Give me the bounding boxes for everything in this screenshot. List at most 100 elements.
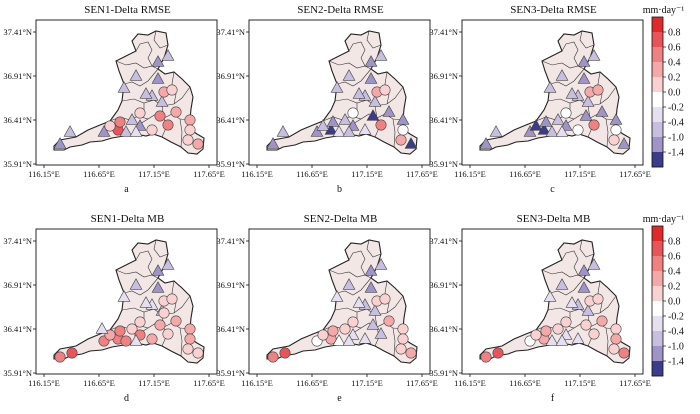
- colorbar-unit: mm·day⁻¹: [643, 5, 685, 16]
- station-triangle: [366, 318, 380, 330]
- station-triangle: [139, 296, 153, 308]
- station-triangle: [581, 95, 595, 107]
- station-triangle: [587, 49, 601, 61]
- y-tick-label: 35.91°N: [3, 159, 32, 169]
- colorbar-segment: [652, 92, 663, 108]
- y-tick-label: 35.91°N: [216, 368, 245, 378]
- map-panel-e: SEN2-Delta MB 37.41°N 36.91°N 36.41°N 35.91°…: [216, 213, 438, 404]
- subbasin-boundary: [579, 239, 595, 258]
- colorbar-segment: [652, 301, 663, 317]
- panel-title: SEN3-Delta MB: [517, 213, 591, 225]
- station-triangle: [342, 278, 356, 290]
- basin-group: [266, 30, 418, 155]
- station-circle: [66, 347, 78, 359]
- station-triangle: [161, 258, 175, 270]
- station-triangle: [396, 113, 410, 125]
- station-triangle: [129, 69, 143, 81]
- station-circle: [560, 316, 572, 328]
- x-tick-label: 116.65°E: [83, 378, 115, 388]
- station-triangle: [119, 125, 133, 137]
- station-triangle: [368, 95, 382, 107]
- colorbar-segment: [652, 17, 663, 33]
- station-circle: [540, 325, 552, 337]
- station-circle: [592, 84, 604, 96]
- station-circle: [608, 134, 620, 146]
- subbasin-boundary: [153, 239, 169, 258]
- subbasin-boundary: [392, 118, 396, 148]
- colorbar-segment: [652, 62, 663, 78]
- station-circle: [126, 323, 138, 335]
- subbasin-boundary: [348, 250, 366, 276]
- station-triangle: [117, 81, 131, 93]
- station-triangle: [539, 115, 553, 127]
- y-tick-label: 36.41°N: [3, 115, 32, 125]
- x-tick-label: 117.65°E: [406, 378, 438, 388]
- colorbar-tick-label: 0.0: [668, 88, 681, 99]
- station-triangle: [310, 125, 324, 137]
- station-triangle: [545, 125, 559, 137]
- subbasin-boundary: [153, 30, 169, 49]
- station-circle: [608, 343, 620, 355]
- colorbar-tick-label: -0.4: [668, 118, 684, 129]
- station-triangle: [579, 109, 593, 121]
- station-circle: [134, 107, 146, 119]
- station-circle: [610, 323, 622, 335]
- station-circle: [596, 315, 608, 327]
- station-circle: [162, 119, 174, 131]
- colorbar: mm·day⁻¹ 0.8 0.6 0.4 0.2 0.0 -0.2 -0.4 -1.0 -1.4: [643, 5, 685, 168]
- colorbar-tick-label: -0.2: [668, 103, 684, 114]
- panel-label: c: [550, 184, 555, 195]
- station-triangle: [577, 281, 591, 293]
- station-triangle: [523, 125, 537, 137]
- basin-group: [479, 239, 631, 364]
- colorbar-tick-label: -1.0: [668, 342, 684, 353]
- y-tick-label: 37.41°N: [429, 27, 458, 37]
- basin-group: [479, 30, 631, 155]
- station-triangle: [326, 115, 340, 127]
- x-tick-label: 116.65°E: [83, 169, 115, 179]
- colorbar-tick-label: 0.6: [668, 43, 681, 54]
- station-circle: [592, 293, 604, 305]
- colorbar-segment: [652, 152, 663, 168]
- station-triangle: [276, 125, 290, 137]
- subbasin-boundary: [179, 327, 183, 357]
- station-triangle: [151, 264, 165, 276]
- station-triangle: [151, 281, 165, 293]
- station-circle: [375, 119, 387, 131]
- y-tick-label: 35.91°N: [429, 368, 458, 378]
- station-triangle: [161, 49, 175, 61]
- y-tick-label: 37.41°N: [3, 236, 32, 246]
- station-circle: [347, 107, 359, 119]
- colorbar-segment: [652, 122, 663, 138]
- y-tick-label: 35.91°N: [429, 159, 458, 169]
- x-tick-label: 116.65°E: [296, 378, 328, 388]
- y-tick-label: 37.41°N: [216, 27, 245, 37]
- station-triangle: [330, 81, 344, 93]
- x-tick-label: 116.15°E: [241, 169, 273, 179]
- panel-title: SEN1-Delta MB: [91, 213, 165, 225]
- basin-group: [53, 30, 205, 155]
- station-triangle: [155, 95, 169, 107]
- colorbar-segment: [652, 226, 663, 242]
- colorbar-segment: [652, 137, 663, 153]
- station-triangle: [609, 113, 623, 125]
- colorbar-tick-label: -1.4: [668, 357, 684, 368]
- station-circle: [162, 328, 174, 340]
- y-tick-label: 36.41°N: [3, 324, 32, 334]
- station-circle: [154, 319, 166, 331]
- station-triangle: [364, 72, 378, 84]
- subbasin-boundary: [374, 314, 380, 347]
- station-triangle: [551, 113, 565, 125]
- station-triangle: [364, 264, 378, 276]
- x-tick-label: 116.15°E: [454, 169, 486, 179]
- x-tick-label: 116.15°E: [28, 378, 60, 388]
- basin-group: [266, 239, 418, 364]
- station-circle: [379, 293, 391, 305]
- subbasin-boundary: [561, 41, 579, 67]
- x-tick-label: 117.15°E: [351, 169, 383, 179]
- colorbar-segment: [652, 107, 663, 123]
- panel-title: SEN2-Delta MB: [304, 213, 378, 225]
- y-tick-label: 35.91°N: [216, 159, 245, 169]
- station-circle: [588, 119, 600, 131]
- subbasin-boundary: [366, 239, 382, 258]
